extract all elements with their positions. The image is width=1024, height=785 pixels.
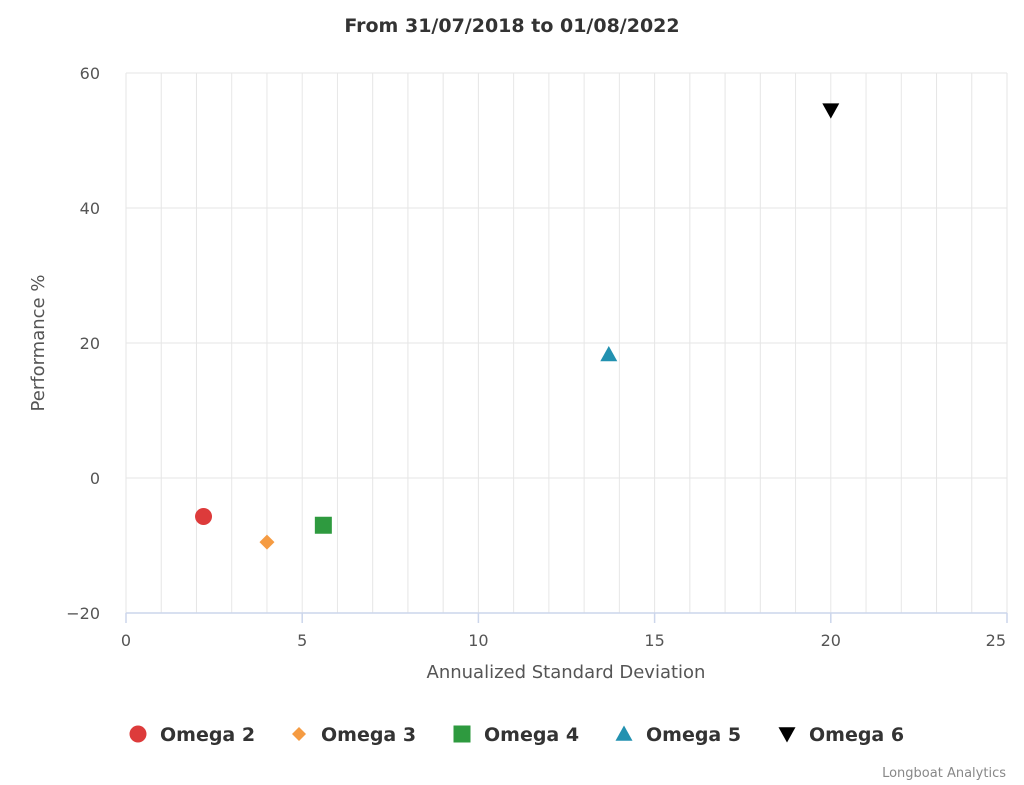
legend-label: Omega 4 <box>484 724 579 746</box>
data-point-omega-6[interactable] <box>822 103 840 119</box>
x-tick-label: 25 <box>986 631 1006 650</box>
data-point-omega-2[interactable] <box>195 507 213 525</box>
y-tick-label: −20 <box>66 604 100 623</box>
grid-lines <box>125 72 1008 614</box>
legend-item-omega-3[interactable]: Omega 3 <box>292 724 416 746</box>
x-tick-label: 0 <box>121 631 131 650</box>
x-tick-label: 20 <box>821 631 841 650</box>
axes <box>125 612 1008 623</box>
legend-symbol <box>778 727 796 743</box>
x-axis-title: Annualized Standard Deviation <box>427 662 706 683</box>
legend-item-omega-2[interactable]: Omega 2 <box>129 724 256 746</box>
data-point-omega-5[interactable] <box>600 345 618 362</box>
chart-title: From 31/07/2018 to 01/08/2022 <box>344 15 679 37</box>
y-axis-tick-labels: −20 0 20 40 60 <box>66 64 100 623</box>
y-tick-label: 40 <box>80 199 100 218</box>
legend[interactable]: Omega 2 Omega 3 Omega 4 Omega 5 Omega 6 <box>129 724 905 746</box>
legend-label: Omega 6 <box>809 724 904 746</box>
x-tick-label: 15 <box>644 631 664 650</box>
y-tick-label: 0 <box>90 469 100 488</box>
legend-symbol <box>129 725 147 743</box>
legend-item-omega-5[interactable]: Omega 5 <box>615 724 742 746</box>
y-tick-label: 60 <box>80 64 100 83</box>
legend-item-omega-6[interactable]: Omega 6 <box>778 724 905 746</box>
credits-text[interactable]: Longboat Analytics <box>882 766 1006 781</box>
x-axis-tick-labels: 0 5 10 15 20 25 <box>121 631 1006 650</box>
y-tick-label: 20 <box>80 334 100 353</box>
y-axis-title: Performance % <box>28 275 49 412</box>
legend-symbol <box>453 725 471 743</box>
legend-label: Omega 2 <box>160 724 255 746</box>
x-tick-label: 5 <box>297 631 307 650</box>
legend-label: Omega 5 <box>646 724 741 746</box>
legend-item-omega-4[interactable]: Omega 4 <box>453 724 580 746</box>
data-points <box>195 103 840 550</box>
legend-symbol <box>615 725 633 741</box>
x-tick-label: 10 <box>468 631 488 650</box>
data-point-omega-3[interactable] <box>259 534 275 550</box>
legend-symbol <box>292 727 306 741</box>
data-point-omega-4[interactable] <box>314 516 332 534</box>
legend-label: Omega 3 <box>321 724 416 746</box>
